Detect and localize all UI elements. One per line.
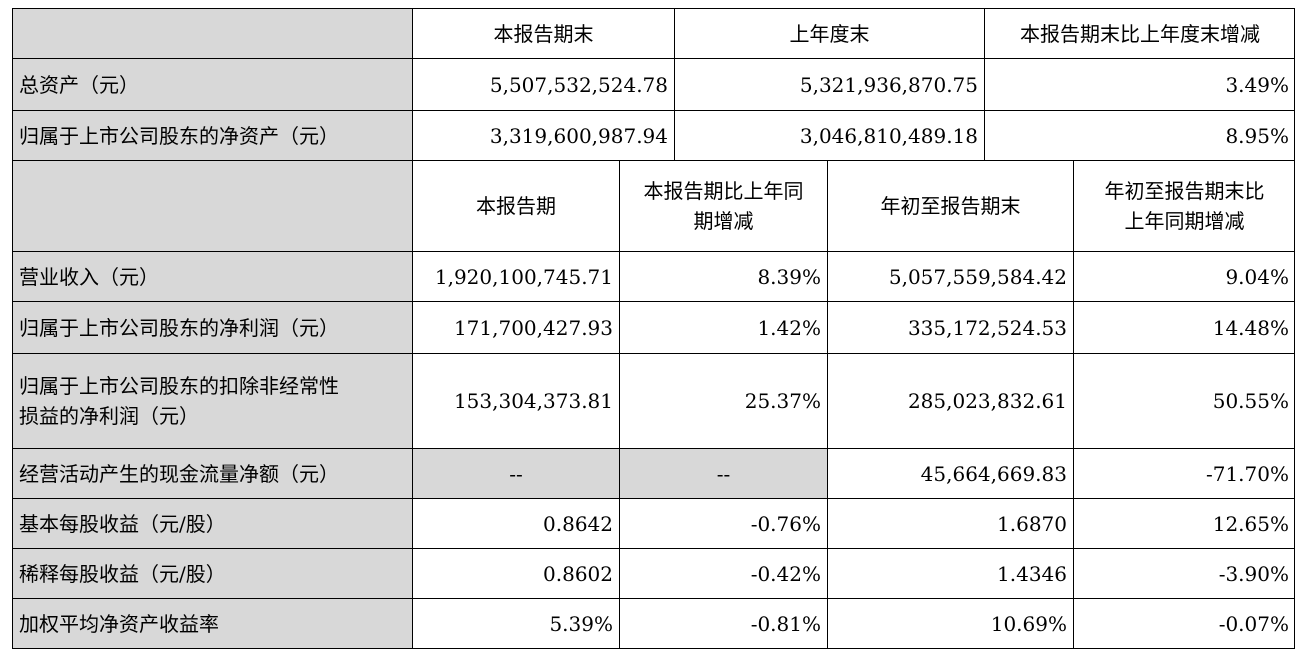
row-label-net-profit: 归属于上市公司股东的净利润（元） — [12, 301, 412, 353]
cell-net-profit-ytd-change: 14.48% — [1073, 301, 1295, 353]
cell-net-profit-period: 171,700,427.93 — [412, 301, 619, 353]
cell-net-assets-period-end: 3,319,600,987.94 — [412, 110, 674, 160]
cell-operating-cash-flow-period: -- — [412, 448, 619, 498]
cell-weighted-roe-ytd-change: -0.07% — [1073, 598, 1295, 648]
header-year-to-date-change: 年初至报告期末比 上年同期增减 — [1073, 160, 1295, 251]
cell-adjusted-net-profit-period-change: 25.37% — [619, 353, 827, 448]
header-year-to-date: 年初至报告期末 — [827, 160, 1073, 251]
cell-diluted-eps-ytd-change: -3.90% — [1073, 548, 1295, 598]
cell-operating-cash-flow-ytd-change: -71.70% — [1073, 448, 1295, 498]
cell-adjusted-net-profit-ytd-change: 50.55% — [1073, 353, 1295, 448]
header-year-to-date-change-line1: 年初至报告期末比 — [1104, 179, 1265, 203]
cell-diluted-eps-period: 0.8602 — [412, 548, 619, 598]
cell-basic-eps-ytd: 1.6870 — [827, 498, 1073, 548]
cell-net-assets-prior-year-end: 3,046,810,489.18 — [674, 110, 984, 160]
row-label-basic-eps: 基本每股收益（元/股） — [12, 498, 412, 548]
cell-total-assets-period-end: 5,507,532,524.78 — [412, 58, 674, 110]
header-current-period-change-line1: 本报告期比上年同 — [643, 179, 804, 203]
header-current-period-change: 本报告期比上年同 期增减 — [619, 160, 827, 251]
cell-operating-cash-flow-period-change: -- — [619, 448, 827, 498]
row-label-revenue: 营业收入（元） — [12, 251, 412, 301]
table-right-border — [1294, 8, 1295, 649]
cell-operating-cash-flow-ytd: 45,664,669.83 — [827, 448, 1073, 498]
row-label-total-assets: 总资产（元） — [12, 58, 412, 110]
cell-revenue-period-change: 8.39% — [619, 251, 827, 301]
row-label-adjusted-net-profit-line1: 归属于上市公司股东的扣除非经常性 — [19, 374, 339, 398]
cell-adjusted-net-profit-ytd: 285,023,832.61 — [827, 353, 1073, 448]
cell-basic-eps-ytd-change: 12.65% — [1073, 498, 1295, 548]
row-label-net-assets: 归属于上市公司股东的净资产（元） — [12, 110, 412, 160]
row-label-adjusted-net-profit: 归属于上市公司股东的扣除非经常性 损益的净利润（元） — [12, 353, 412, 448]
header-period-end: 本报告期末 — [412, 8, 674, 58]
cell-revenue-ytd: 5,057,559,584.42 — [827, 251, 1073, 301]
header-current-period: 本报告期 — [412, 160, 619, 251]
cell-adjusted-net-profit-period: 153,304,373.81 — [412, 353, 619, 448]
cell-weighted-roe-ytd: 10.69% — [827, 598, 1073, 648]
cell-total-assets-prior-year-end: 5,321,936,870.75 — [674, 58, 984, 110]
header-empty-cell — [12, 8, 412, 58]
cell-weighted-roe-period-change: -0.81% — [619, 598, 827, 648]
header-year-to-date-change-line2: 上年同期增减 — [1124, 209, 1245, 233]
cell-basic-eps-period-change: -0.76% — [619, 498, 827, 548]
row-label-diluted-eps: 稀释每股收益（元/股） — [12, 548, 412, 598]
cell-weighted-roe-period: 5.39% — [412, 598, 619, 648]
cell-diluted-eps-ytd: 1.4346 — [827, 548, 1073, 598]
cell-revenue-ytd-change: 9.04% — [1073, 251, 1295, 301]
row-label-operating-cash-flow: 经营活动产生的现金流量净额（元） — [12, 448, 412, 498]
cell-diluted-eps-period-change: -0.42% — [619, 548, 827, 598]
cell-net-assets-change: 8.95% — [984, 110, 1295, 160]
row-label-weighted-roe: 加权平均净资产收益率 — [12, 598, 412, 648]
table-bottom-border — [12, 648, 1295, 649]
header-prior-year-end: 上年度末 — [674, 8, 984, 58]
cell-net-profit-ytd: 335,172,524.53 — [827, 301, 1073, 353]
cell-basic-eps-period: 0.8642 — [412, 498, 619, 548]
cell-total-assets-change: 3.49% — [984, 58, 1295, 110]
header-current-period-change-line2: 期增减 — [693, 209, 754, 233]
cell-revenue-period: 1,920,100,745.71 — [412, 251, 619, 301]
row-label-adjusted-net-profit-line2: 损益的净利润（元） — [19, 404, 199, 428]
mid-header-empty-cell — [12, 160, 412, 251]
header-change-vs-prior-year-end: 本报告期末比上年度末增减 — [984, 8, 1295, 58]
cell-net-profit-period-change: 1.42% — [619, 301, 827, 353]
